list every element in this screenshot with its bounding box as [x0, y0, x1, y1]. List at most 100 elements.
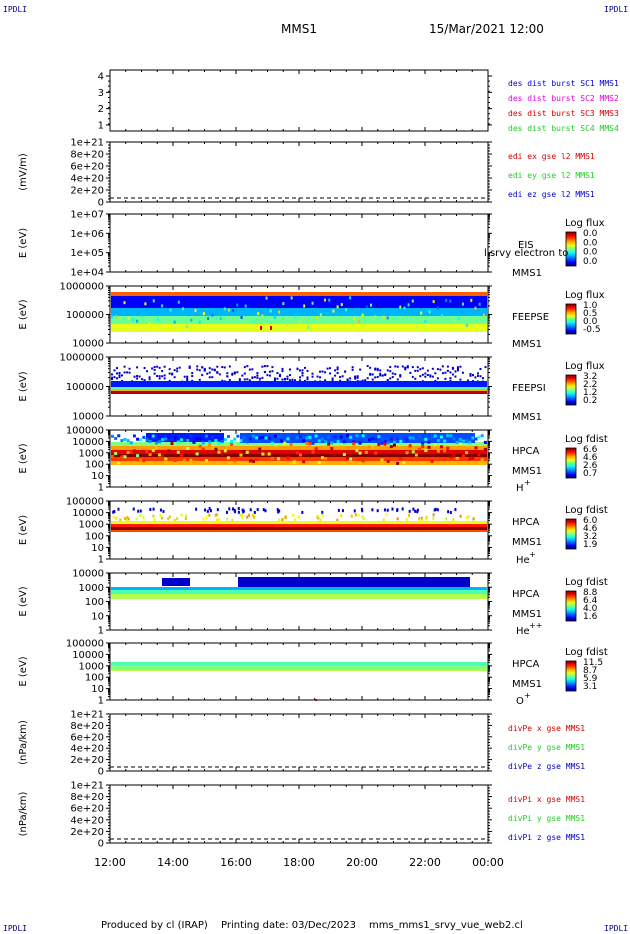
spectrogram-cell	[339, 379, 342, 382]
colorbar-title: Log flux	[565, 218, 605, 229]
spectrogram-cell	[248, 459, 252, 463]
spectrogram-band	[111, 446, 487, 450]
spectrogram-cell	[411, 436, 415, 440]
spectrogram-cell	[286, 437, 290, 441]
spectrogram-cell	[291, 378, 294, 381]
y-tick-label: 10000	[72, 508, 104, 519]
spectrogram-cell	[399, 374, 402, 377]
legend-entry: edi ex gse l2 MMS1	[508, 152, 595, 161]
spectrogram-cell	[477, 435, 481, 439]
spectrogram-cell	[256, 508, 259, 512]
colorbar-tick-label: 1.6	[583, 612, 598, 622]
y-tick-label: 100000	[66, 310, 104, 321]
spectrogram-cell	[156, 317, 159, 321]
spectrogram-cell	[230, 439, 234, 443]
spectrogram-cell	[457, 317, 460, 321]
spectrogram-cell	[299, 376, 301, 379]
spectrogram-cell	[176, 370, 179, 373]
spectrogram	[111, 577, 487, 599]
spectrogram-cell	[255, 436, 259, 440]
spectrogram-band	[111, 669, 487, 671]
spectrogram-cell	[119, 518, 122, 522]
spectrogram-cell	[378, 316, 381, 320]
spectrogram-cell	[280, 454, 284, 458]
spectrogram-cell	[214, 513, 217, 517]
spectrogram-cell	[121, 379, 124, 382]
spectrogram-cell	[261, 452, 265, 456]
spectrogram-cell	[424, 449, 428, 453]
spectrogram-cell	[465, 451, 469, 455]
spectrogram-cell	[443, 449, 447, 453]
spectrogram-cell	[191, 372, 194, 375]
colorbar-tick-label: 1.0	[583, 301, 598, 311]
spectrogram-cell	[195, 452, 199, 456]
spectrogram-cell	[449, 434, 453, 438]
spectrogram-cell	[414, 439, 418, 443]
spectrogram-cell	[394, 373, 397, 376]
spectrogram-cell	[311, 450, 315, 454]
instrument-label: FEEPSE	[512, 312, 549, 323]
colorbar-title: Log flux	[565, 361, 605, 372]
spectrogram-cell	[434, 507, 437, 511]
spectrogram-cell	[362, 517, 365, 521]
colorbar-tick-label: 1.9	[583, 540, 598, 550]
colorbar-tick-label: 8.7	[583, 666, 597, 676]
spectrogram-cell	[433, 508, 436, 512]
colorbar-tick-label: 3.1	[583, 682, 597, 692]
y-tick-label: 3	[98, 88, 104, 99]
spectrogram-cell	[356, 375, 359, 378]
spectrogram-cell	[474, 446, 478, 450]
spectrogram-cell	[111, 378, 113, 381]
spectrogram-cell	[201, 366, 204, 369]
footer-filename: mms_mms1_srvy_vue_web2.cl	[369, 920, 523, 931]
spectrogram-cell	[299, 453, 302, 457]
spectrogram-cell	[440, 445, 443, 449]
spectrogram-cell	[201, 374, 204, 377]
spectrogram-cell	[452, 437, 456, 441]
spectrogram-cell	[404, 366, 407, 369]
spectrogram-cell	[342, 440, 346, 444]
colorbar-tick-label: 0.2	[583, 396, 597, 406]
spectrogram-cell	[483, 447, 487, 451]
y-axis-label: (nPa/km)	[18, 792, 29, 837]
spectrogram-cell	[361, 313, 364, 317]
spectrogram-cell	[324, 298, 327, 302]
spectrogram-cell	[324, 457, 328, 461]
spectrogram-cell	[201, 447, 205, 451]
spectrogram-cell	[113, 369, 116, 372]
spectrogram-cell	[324, 379, 327, 382]
y-tick-label: 6e+20	[70, 162, 104, 173]
spectrogram-cell	[151, 367, 154, 370]
spectrogram-cell	[133, 375, 136, 378]
y-tick-label: 10	[91, 543, 104, 554]
spectrogram-cell	[302, 460, 306, 464]
spectrogram-cell	[374, 376, 377, 379]
spectrogram-cell	[461, 454, 465, 458]
spectrogram-cell	[161, 375, 164, 378]
spectrogram-cell	[158, 440, 161, 444]
spectrogram-cell	[390, 313, 393, 317]
spectrogram-cell	[185, 514, 188, 518]
spectrogram-cell	[319, 370, 322, 373]
spectrogram-cell	[379, 369, 382, 372]
panel-frame	[109, 642, 489, 701]
spectrogram-cell	[183, 375, 186, 378]
instrument-label: MMS1	[512, 466, 542, 477]
spectrogram-band	[162, 578, 190, 586]
colorbar	[565, 231, 577, 267]
y-axis-label: E (eV)	[18, 586, 29, 616]
spectrogram-cell	[223, 366, 226, 369]
spectrogram-cell	[231, 518, 234, 522]
spectrogram-cell	[126, 450, 130, 454]
instrument-label: MMS1	[512, 609, 542, 620]
spectrogram-cell	[299, 434, 302, 438]
spectrogram-cell	[144, 302, 147, 306]
spectrogram-cell	[386, 369, 389, 372]
spectrogram-cell	[123, 437, 127, 441]
spectrogram-cell	[281, 370, 284, 373]
y-tick-label: 1000	[79, 661, 104, 672]
legend-entry: des dist burst SC2 MMS2	[508, 94, 619, 103]
spectrogram-cell	[418, 447, 422, 451]
spectrogram-cell	[221, 366, 224, 369]
